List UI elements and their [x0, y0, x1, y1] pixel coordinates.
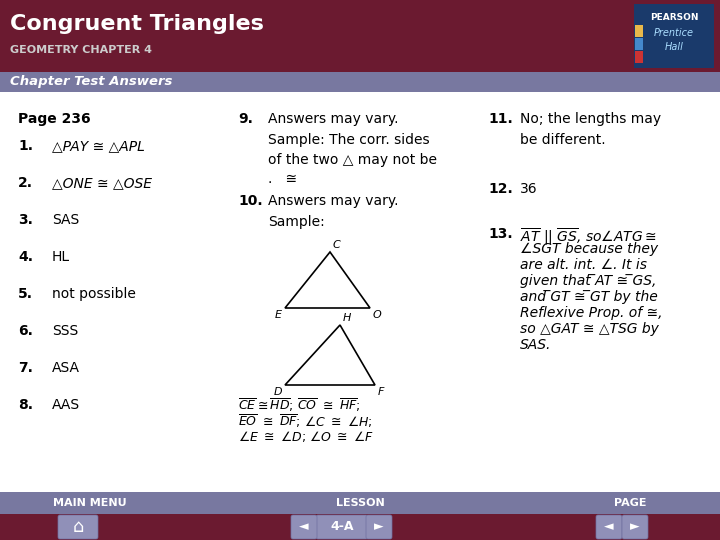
Text: ⌂: ⌂ — [72, 518, 84, 536]
Text: ∠SGT because they: ∠SGT because they — [520, 242, 658, 256]
Text: ►: ► — [630, 521, 640, 534]
Text: PAGE: PAGE — [613, 498, 647, 508]
Text: ◄: ◄ — [300, 521, 309, 534]
Text: given that ̅AT ≅ ̅GS,: given that ̅AT ≅ ̅GS, — [520, 274, 657, 288]
Text: Hall: Hall — [665, 42, 683, 52]
Bar — [634, 4, 714, 68]
Text: PEARSON: PEARSON — [649, 12, 698, 22]
Text: GEOMETRY CHAPTER 4: GEOMETRY CHAPTER 4 — [10, 45, 152, 55]
Text: SAS: SAS — [52, 213, 79, 227]
Text: 36: 36 — [520, 182, 538, 196]
Bar — [0, 492, 720, 514]
Text: 13.: 13. — [488, 227, 513, 241]
Text: $\overline{EO}$ $\cong$ $\overline{DF}$; $\angle C$ $\cong$ $\angle H$;: $\overline{EO}$ $\cong$ $\overline{DF}$;… — [238, 413, 373, 430]
FancyBboxPatch shape — [596, 515, 622, 539]
Text: H: H — [343, 313, 351, 323]
Text: SSS: SSS — [52, 324, 78, 338]
Bar — [635, 51, 643, 63]
Bar — [0, 514, 720, 540]
Text: 6.: 6. — [18, 324, 33, 338]
Text: Page 236: Page 236 — [18, 112, 91, 126]
Text: and ̅GT ≅ ̅GT by the: and ̅GT ≅ ̅GT by the — [520, 290, 658, 304]
Text: $\angle E$ $\cong$ $\angle D$; $\angle O$ $\cong$ $\angle F$: $\angle E$ $\cong$ $\angle D$; $\angle O… — [238, 429, 374, 444]
Text: Reflexive Prop. of ≅,: Reflexive Prop. of ≅, — [520, 306, 662, 320]
Text: $\overline{CE}$$\cong$$\overline{HD}$; $\overline{CO}$ $\cong$ $\overline{HF}$;: $\overline{CE}$$\cong$$\overline{HD}$; $… — [238, 397, 361, 414]
Text: HL: HL — [52, 250, 70, 264]
Text: 10.: 10. — [238, 194, 263, 208]
Text: 1.: 1. — [18, 139, 33, 153]
Text: E: E — [275, 310, 282, 320]
Text: C: C — [333, 240, 341, 250]
Text: ►: ► — [374, 521, 384, 534]
Text: Prentice: Prentice — [654, 28, 694, 38]
Text: so △GAT ≅ △TSG by: so △GAT ≅ △TSG by — [520, 322, 659, 336]
Text: Answers may vary.
Sample: The corr. sides
of the two △ may not be: Answers may vary. Sample: The corr. side… — [268, 112, 437, 167]
Text: D: D — [274, 387, 282, 397]
Text: Chapter Test Answers: Chapter Test Answers — [10, 76, 172, 89]
Text: 11.: 11. — [488, 112, 513, 126]
Text: AAS: AAS — [52, 398, 80, 412]
Text: 2.: 2. — [18, 176, 33, 190]
FancyBboxPatch shape — [291, 515, 317, 539]
Text: 7.: 7. — [18, 361, 33, 375]
FancyBboxPatch shape — [316, 515, 368, 539]
Text: No; the lengths may
be different.: No; the lengths may be different. — [520, 112, 661, 146]
Text: $\overline{AT}$ || $\overline{GS}$, so$\angle ATG\cong$: $\overline{AT}$ || $\overline{GS}$, so$\… — [520, 227, 657, 247]
Text: ASA: ASA — [52, 361, 80, 375]
Text: are alt. int. ∠. It is: are alt. int. ∠. It is — [520, 258, 647, 272]
FancyBboxPatch shape — [622, 515, 648, 539]
Bar — [0, 92, 720, 492]
Text: 4-A: 4-A — [330, 521, 354, 534]
Text: MAIN MENU: MAIN MENU — [53, 498, 127, 508]
Text: 9.: 9. — [238, 112, 253, 126]
Bar — [635, 25, 643, 37]
Bar — [0, 72, 720, 92]
Text: Congruent Triangles: Congruent Triangles — [10, 14, 264, 34]
Text: 4.: 4. — [18, 250, 33, 264]
Bar — [0, 0, 720, 72]
Text: 3.: 3. — [18, 213, 33, 227]
FancyBboxPatch shape — [58, 515, 98, 539]
Text: SAS.: SAS. — [520, 338, 552, 352]
Text: 12.: 12. — [488, 182, 513, 196]
Text: .   ≅: . ≅ — [268, 172, 297, 186]
Text: ◄: ◄ — [604, 521, 614, 534]
Text: △ONE ≅ △OSE: △ONE ≅ △OSE — [52, 176, 152, 190]
Text: △PAY ≅ △APL: △PAY ≅ △APL — [52, 139, 145, 153]
Text: Answers may vary.
Sample:: Answers may vary. Sample: — [268, 194, 398, 228]
Text: 5.: 5. — [18, 287, 33, 301]
Text: O: O — [373, 310, 382, 320]
FancyBboxPatch shape — [366, 515, 392, 539]
Text: LESSON: LESSON — [336, 498, 384, 508]
Text: 8.: 8. — [18, 398, 33, 412]
Bar — [635, 38, 643, 50]
Text: not possible: not possible — [52, 287, 136, 301]
Text: F: F — [378, 387, 384, 397]
